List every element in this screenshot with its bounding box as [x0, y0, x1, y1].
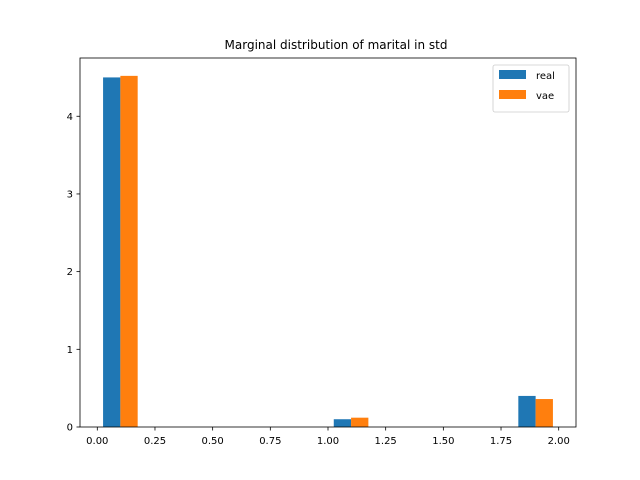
x-tick-label: 0.75	[259, 436, 281, 447]
legend-label-vae: vae	[536, 91, 554, 102]
y-tick-label: 1	[67, 345, 73, 356]
x-tick-label: 0.50	[202, 436, 224, 447]
bar-vae-1	[351, 417, 369, 427]
legend: real vae	[492, 64, 570, 113]
legend-label-real: real	[536, 71, 555, 82]
bars-layer	[103, 75, 553, 427]
x-tick-label: 1.25	[375, 436, 397, 447]
y-tick-label: 2	[67, 267, 73, 278]
y-tick-label: 3	[67, 190, 73, 201]
legend-swatch-vae	[499, 90, 526, 99]
y-tick-label: 4	[67, 112, 73, 123]
bar-vae-0	[120, 75, 138, 427]
chart-title: Marginal distribution of marital in std	[225, 38, 448, 52]
x-tick-label: 0.25	[144, 436, 166, 447]
y-tick-label: 0	[67, 423, 73, 434]
x-tick-label: 1.75	[490, 436, 512, 447]
bar-real-0	[103, 77, 121, 427]
x-tick-label: 2.00	[548, 436, 570, 447]
x-tick-label: 1.00	[317, 436, 339, 447]
axes-layer: 0.00 0.25 0.50 0.75 1.00 1.25 1.50 1.75 2.00 0 1 2 3…	[67, 57, 577, 447]
bar-real-1	[333, 419, 352, 427]
bar-vae-2	[535, 399, 553, 427]
x-tick-label: 1.50	[432, 436, 454, 447]
bar-real-2	[518, 395, 536, 427]
x-tick-label: 0.00	[86, 436, 108, 447]
legend-swatch-real	[499, 70, 526, 79]
